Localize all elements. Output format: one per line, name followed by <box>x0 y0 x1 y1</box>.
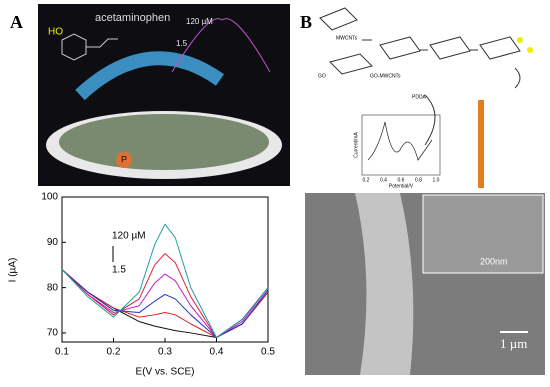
y-tick-label: 80 <box>47 282 59 293</box>
y-tick-label: 70 <box>47 328 59 339</box>
y-tick-label: 100 <box>41 192 58 203</box>
schematic-sheets <box>319 7 521 146</box>
molecule-name: acetaminophen <box>95 12 170 24</box>
sem-inset <box>422 194 544 274</box>
marker-label: P <box>121 154 127 164</box>
scale-label: 200nm <box>480 256 508 266</box>
inset-curves <box>171 18 271 73</box>
series-line <box>61 269 269 338</box>
y-tick-label: 90 <box>47 237 59 248</box>
x-tick-label: 0.1 <box>55 347 69 358</box>
annotation: 1.5 <box>112 265 126 276</box>
inset-tick-label: 1.0 <box>433 177 440 183</box>
sem-fiber <box>355 193 414 375</box>
cv-chart: 70 80 90 100 0.1 0.2 0.3 0.4 0.5 <box>41 192 275 358</box>
panel-label: B <box>300 12 312 32</box>
series-line <box>61 269 269 338</box>
inset-y-label: Current/mA <box>353 132 359 158</box>
molecule-group: HO <box>48 27 63 38</box>
inset-tick-label: 0.6 <box>398 177 405 183</box>
x-tick-label: 0.4 <box>210 347 224 358</box>
inset-high: 120 µM <box>186 17 213 26</box>
series-line <box>61 269 269 338</box>
graphene-sheet <box>59 114 269 170</box>
molecule-structure <box>61 33 118 61</box>
marker-dot <box>116 152 132 168</box>
panel-label: A <box>10 12 23 32</box>
x-tick-label: 0.3 <box>158 347 172 358</box>
electrode-rod <box>478 100 484 188</box>
scale-label: 1 µm <box>500 336 527 351</box>
inset-x-label: Potential/V <box>389 183 414 189</box>
schematic-label: GO-MWCNTs <box>370 73 401 79</box>
inset-curve <box>367 121 433 161</box>
plot-frame <box>61 196 269 343</box>
annotation: 120 µM <box>112 231 146 242</box>
inset-tick-label: 0.4 <box>380 177 387 183</box>
nanoparticle <box>527 47 533 53</box>
inset-tick-label: 0.2 <box>363 177 370 183</box>
y-axis-label: I (µA) <box>8 258 19 283</box>
schematic-label: MWCNTs <box>336 35 358 41</box>
nanoparticle <box>517 37 523 43</box>
x-tick-label: 0.5 <box>261 347 275 358</box>
inset-tick-label: 0.8 <box>415 177 422 183</box>
schematic-label: GO <box>318 73 326 79</box>
inset-low: 1.5 <box>176 39 188 48</box>
x-tick-label: 0.2 <box>107 347 121 358</box>
series-line <box>61 223 269 338</box>
inset-ticks: 0.2 0.4 0.6 0.8 1.0 <box>363 177 440 183</box>
inset-frame <box>361 114 441 176</box>
series-line <box>61 269 269 338</box>
x-axis-label: E(V vs. SCE) <box>136 367 195 378</box>
arrow <box>75 51 225 101</box>
schematic-label: PDDA <box>412 94 427 100</box>
